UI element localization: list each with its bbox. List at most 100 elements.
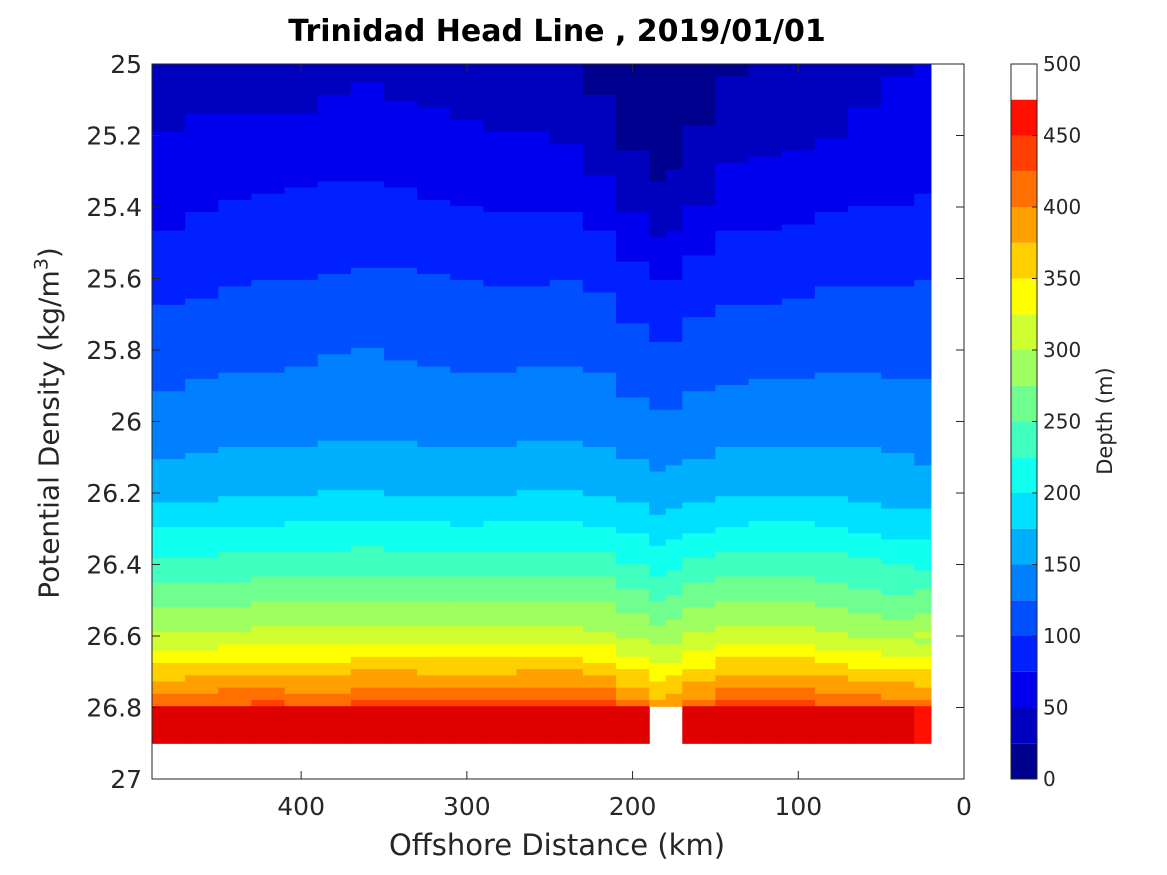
contour-cell — [450, 366, 485, 374]
contour-cell — [549, 539, 584, 547]
contour-cell — [914, 718, 932, 726]
contour-cell — [450, 206, 485, 213]
contour-cell — [682, 669, 717, 676]
contour-cell — [251, 453, 286, 460]
contour-cell — [549, 619, 584, 627]
contour-cell — [881, 366, 915, 374]
contour-cell — [682, 144, 717, 152]
contour-cell — [914, 656, 932, 664]
colorbar-segment — [1011, 171, 1037, 207]
colorbar-segment — [1011, 564, 1037, 601]
contour-cell — [848, 218, 882, 226]
contour-cell — [582, 385, 617, 392]
contour-cell — [417, 632, 451, 639]
contour-cell — [665, 335, 683, 343]
colorbar-tick-label: 350 — [1043, 267, 1081, 291]
contour-cell — [616, 440, 650, 448]
contour-cell — [549, 477, 584, 485]
contour-cell — [185, 249, 219, 257]
contour-cell — [649, 675, 667, 683]
contour-cell — [781, 292, 816, 300]
contour-cell — [914, 638, 932, 646]
colorbar-segment — [1011, 278, 1037, 315]
contour-cell — [251, 119, 286, 127]
contour-cell — [251, 218, 286, 226]
contour-cell — [781, 508, 816, 516]
contour-cell — [549, 446, 584, 454]
contour-cell — [582, 446, 617, 454]
contour-cell — [914, 175, 932, 182]
contour-cell — [616, 218, 650, 226]
contour-cell — [848, 700, 882, 707]
contour-cell — [582, 613, 617, 621]
contour-cell — [450, 168, 485, 176]
contour-cell — [417, 459, 451, 466]
contour-cell — [152, 428, 186, 436]
contour-cell — [665, 477, 683, 485]
contour-cell — [748, 601, 783, 608]
contour-cell — [483, 107, 518, 114]
contour-cell — [417, 638, 451, 646]
contour-cell — [682, 681, 717, 689]
contour-cell — [284, 199, 319, 207]
contour-cell — [384, 675, 418, 683]
contour-cell — [914, 76, 932, 84]
contour-cell — [582, 230, 617, 238]
contour-cell — [682, 249, 717, 257]
contour-cell — [284, 403, 319, 411]
contour-cell — [814, 440, 849, 448]
contour-cell — [616, 304, 650, 312]
contour-cell — [715, 236, 750, 244]
contour-cell — [516, 360, 551, 368]
contour-cell — [814, 607, 849, 615]
contour-cell — [417, 187, 451, 195]
contour-cell — [185, 576, 219, 584]
contour-cell — [450, 341, 485, 349]
contour-cell — [516, 619, 551, 627]
contour-cell — [781, 490, 816, 497]
contour-cell — [781, 551, 816, 559]
contour-cell — [218, 730, 253, 738]
contour-cell — [665, 64, 683, 71]
contour-cell — [516, 700, 551, 707]
contour-cell — [814, 644, 849, 652]
contour-cell — [682, 527, 717, 534]
contour-cell — [417, 712, 451, 720]
contour-cell — [417, 317, 451, 324]
contour-cell — [152, 76, 186, 84]
contour-cell — [417, 422, 451, 429]
contour-cell — [549, 632, 584, 639]
contour-cell — [682, 366, 717, 374]
contour-cell — [317, 415, 352, 423]
contour-cell — [665, 446, 683, 454]
contour-cell — [881, 693, 915, 701]
contour-cell — [715, 329, 750, 337]
contour-cell — [384, 595, 418, 602]
contour-cell — [152, 582, 186, 590]
contour-cell — [350, 311, 385, 318]
contour-cell — [914, 514, 932, 522]
contour-cell — [185, 267, 219, 275]
contour-cell — [317, 255, 352, 263]
contour-cell — [549, 354, 584, 361]
contour-cell — [781, 706, 816, 713]
contour-cell — [715, 212, 750, 219]
contour-cell — [317, 607, 352, 615]
contour-cell — [814, 490, 849, 497]
contour-cell — [251, 409, 286, 417]
contour-cell — [549, 415, 584, 423]
contour-cell — [317, 175, 352, 182]
contour-cell — [616, 366, 650, 374]
contour-cell — [665, 514, 683, 522]
contour-cell — [616, 502, 650, 510]
contour-cell — [417, 366, 451, 374]
contour-cell — [152, 551, 186, 559]
contour-cell — [284, 280, 319, 287]
contour-cell — [665, 656, 683, 664]
contour-cell — [665, 168, 683, 176]
contour-cell — [814, 625, 849, 633]
contour-cell — [417, 675, 451, 683]
contour-cell — [152, 101, 186, 108]
contour-cell — [251, 687, 286, 695]
contour-cell — [914, 156, 932, 164]
